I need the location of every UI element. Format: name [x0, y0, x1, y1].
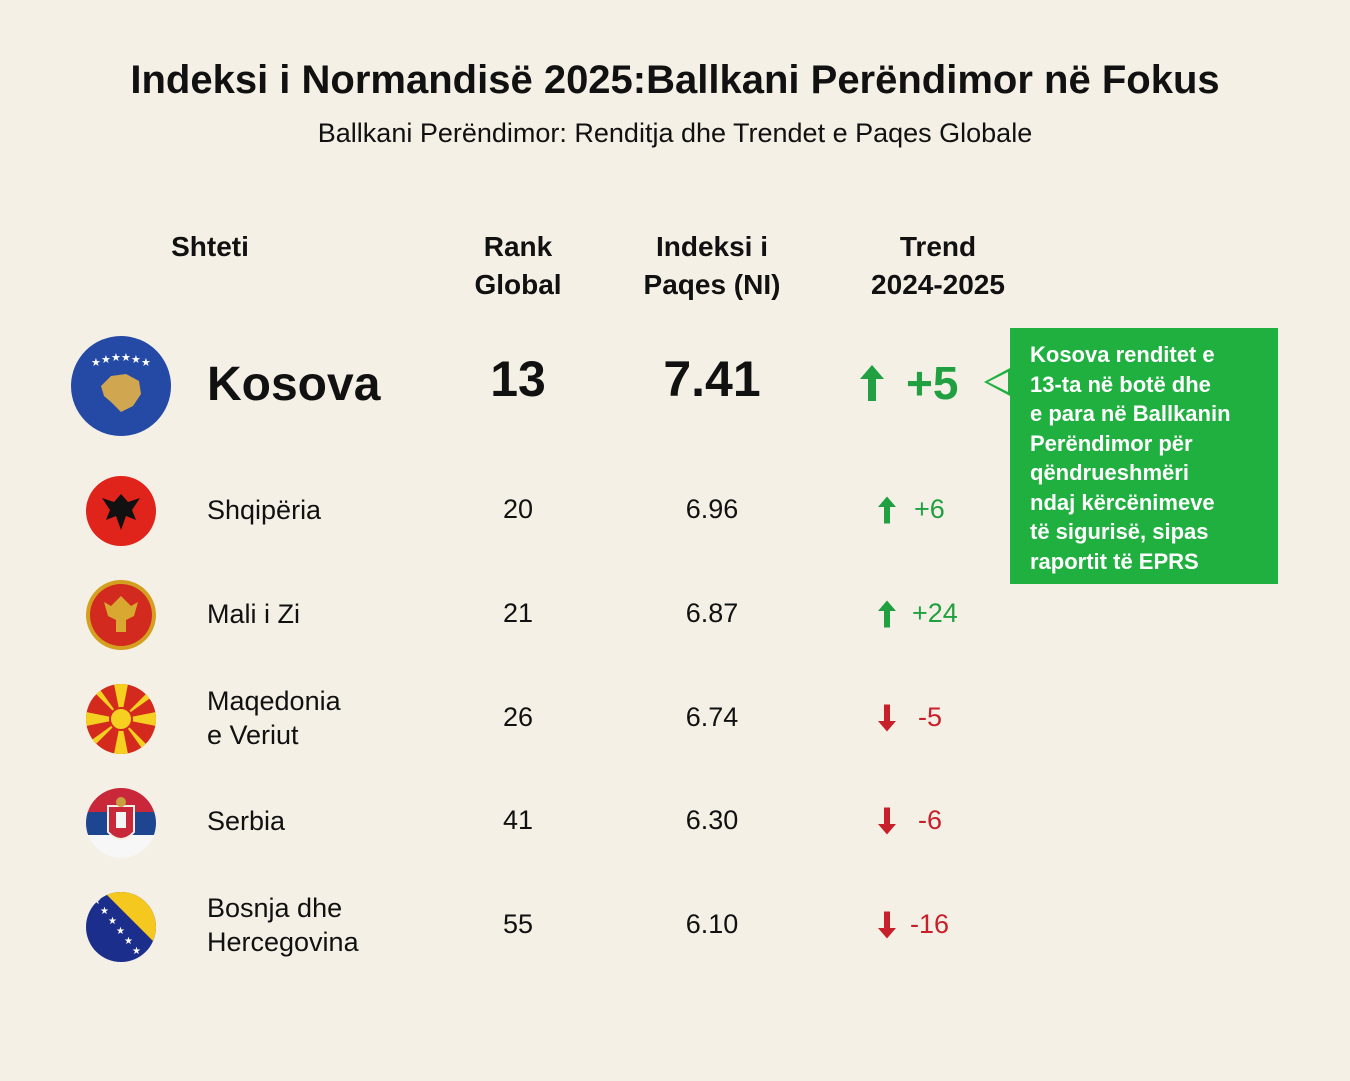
index-bosnja: 6.10 [685, 909, 739, 939]
svg-text:★: ★ [132, 946, 141, 957]
kosovo-flag-icon: ★ ★ ★ ★ ★ ★ [71, 336, 171, 436]
trend-serbia: -6 [878, 805, 942, 836]
svg-text:★: ★ [101, 353, 111, 366]
kosova-callout: Kosova renditet e 13-ta në botë dhe e pa… [984, 328, 1278, 584]
country-name-shqiperia: Shqipëria [207, 495, 322, 525]
index-mali-i-zi: 6.87 [685, 598, 739, 628]
trend-shqiperia: +6 [878, 494, 945, 525]
bosnia-flag-icon: ★ ★ ★ ★ ★ ★ [86, 892, 156, 962]
svg-text:★: ★ [116, 926, 125, 937]
country-name-kosova: Kosova [207, 358, 381, 411]
svg-text:★: ★ [131, 353, 141, 366]
rank-shqiperia: 20 [502, 494, 534, 524]
svg-text:★: ★ [92, 896, 101, 907]
trend-maqedonia: -5 [878, 702, 942, 733]
svg-text:★: ★ [91, 356, 101, 369]
arrow-up-icon [878, 496, 896, 523]
rank-kosova: 13 [490, 351, 546, 407]
country-name-serbia: Serbia [207, 806, 286, 836]
arrow-down-icon [878, 911, 896, 938]
arrow-up-icon [860, 365, 884, 401]
svg-text:★: ★ [141, 356, 151, 369]
trend-kosova: +5 [860, 356, 958, 410]
header-country: Shteti [171, 231, 249, 262]
header-rank: Rank Global [474, 231, 562, 300]
page-title: Indeksi i Normandisë 2025:Ballkani Perën… [130, 58, 1220, 102]
rank-maqedonia: 26 [502, 702, 534, 732]
arrow-down-icon [878, 704, 896, 731]
rank-serbia: 41 [502, 805, 534, 835]
index-shqiperia: 6.96 [685, 494, 739, 524]
svg-text:★: ★ [100, 906, 109, 917]
trend-bosnja: -16 [878, 909, 949, 940]
rank-bosnja: 55 [502, 909, 534, 939]
north-macedonia-flag-icon [86, 684, 156, 754]
country-name-maqedonia: Maqedonia e Veriut [207, 686, 341, 750]
index-maqedonia: 6.74 [685, 702, 739, 732]
montenegro-flag-icon [86, 580, 156, 650]
arrow-up-icon [878, 600, 896, 627]
header-trend: Trend 2024-2025 [871, 231, 1005, 300]
index-kosova: 7.41 [663, 351, 761, 407]
arrow-down-icon [878, 807, 896, 834]
albania-flag-icon [86, 476, 156, 546]
page-subtitle: Ballkani Perëndimor: Renditja dhe Trende… [317, 118, 1033, 148]
svg-text:★: ★ [124, 936, 133, 947]
svg-text:★: ★ [111, 351, 121, 364]
trend-mali-i-zi: +24 [878, 598, 958, 629]
rank-mali-i-zi: 21 [502, 598, 534, 628]
header-index: Indeksi i Paqes (NI) [643, 231, 781, 300]
country-name-mali-i-zi: Mali i Zi [207, 599, 300, 629]
svg-text:★: ★ [108, 916, 117, 927]
serbia-flag-icon [86, 788, 156, 858]
svg-text:★: ★ [121, 351, 131, 364]
index-serbia: 6.30 [685, 805, 739, 835]
country-name-bosnja: Bosnja dhe Hercegovina [207, 893, 359, 957]
